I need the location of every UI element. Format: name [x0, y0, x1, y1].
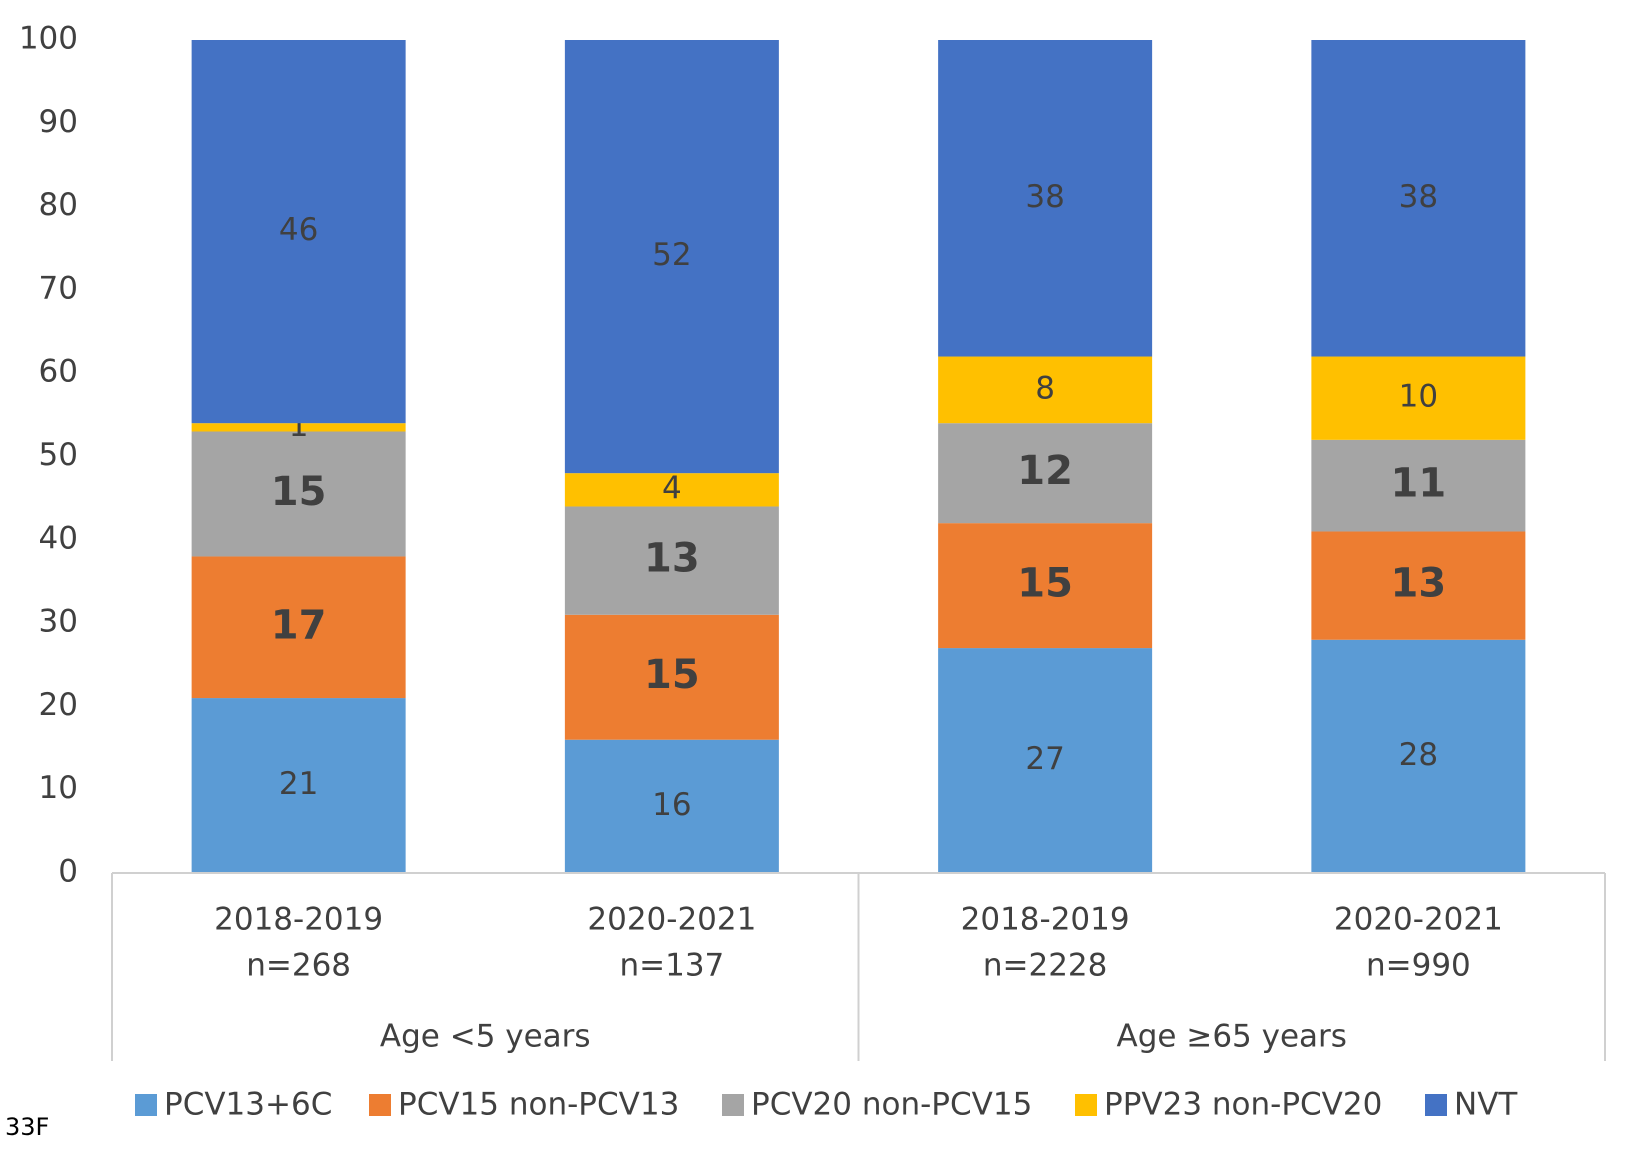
data-label: 27 [1025, 741, 1064, 777]
bar-segment [1311, 531, 1526, 640]
legend-swatch [1075, 1094, 1097, 1116]
bar-segment [1311, 639, 1526, 873]
bar-segment [938, 423, 1153, 524]
data-label: 8 [1035, 370, 1055, 406]
legend-label: NVT [1454, 1087, 1518, 1123]
legend-label: PCV20 non-PCV15 [751, 1087, 1032, 1123]
bar-segment [191, 431, 406, 557]
bar-segment [938, 356, 1153, 424]
x-tick-label: n=990 [1366, 948, 1471, 984]
data-label: 13 [644, 536, 700, 582]
data-label: 15 [1017, 561, 1073, 607]
legend-label: PPV23 non-PCV20 [1104, 1087, 1382, 1123]
group-label: Age <5 years [380, 1019, 591, 1055]
x-tick-label: 2020-2021 [1334, 902, 1503, 938]
data-label: 17 [271, 602, 327, 648]
x-tick-label: n=2228 [983, 948, 1108, 984]
data-label: 38 [1399, 179, 1438, 215]
y-tick-label: 30 [39, 604, 78, 640]
x-tick-label: 2018-2019 [214, 902, 383, 938]
bar-segment [1311, 356, 1526, 440]
x-tick-label: 2018-2019 [961, 902, 1130, 938]
data-label: 15 [271, 469, 327, 515]
bar-segment [564, 739, 779, 873]
legend-swatch [1425, 1094, 1447, 1116]
bar-segment [938, 648, 1153, 873]
y-tick-label: 10 [39, 770, 78, 806]
bar-segment [938, 523, 1153, 649]
legend-label: PCV15 non-PCV13 [398, 1087, 679, 1123]
bar-segment [564, 614, 779, 740]
bar-segment [1311, 439, 1526, 532]
y-tick-label: 60 [39, 354, 78, 390]
bar-segment [564, 473, 779, 507]
legend-label: PCV13+6C [164, 1087, 332, 1123]
legend-swatch [369, 1094, 391, 1116]
bar-segment [1311, 40, 1526, 357]
y-tick-label: 40 [39, 520, 78, 556]
bar-segment [191, 556, 406, 699]
data-label: 28 [1399, 737, 1438, 773]
group-label: Age ≥65 years [1117, 1019, 1347, 1055]
bar-segment [191, 40, 406, 424]
data-label: 38 [1025, 179, 1064, 215]
legend-swatch [135, 1094, 157, 1116]
bar-segment [191, 698, 406, 873]
y-tick-label: 20 [39, 687, 78, 723]
bar-segment [191, 423, 406, 432]
data-label: 10 [1399, 379, 1438, 415]
data-label: 46 [279, 212, 318, 248]
y-tick-label: 70 [39, 270, 78, 306]
y-tick-label: 100 [19, 21, 78, 57]
data-label: 21 [279, 766, 318, 802]
y-tick-label: 0 [58, 854, 78, 890]
x-tick-label: n=268 [246, 948, 351, 984]
legend-swatch [722, 1094, 744, 1116]
bar-segment [564, 506, 779, 615]
data-label: 16 [652, 787, 691, 823]
bar-segment [938, 40, 1153, 357]
x-tick-label: 2020-2021 [587, 902, 756, 938]
data-label: 15 [644, 652, 700, 698]
bar-segment [564, 40, 779, 474]
data-label: 12 [1017, 448, 1073, 494]
y-tick-label: 90 [39, 104, 78, 140]
data-label: 4 [662, 470, 682, 506]
footnote: 33F [5, 1113, 49, 1141]
data-label: 13 [1391, 561, 1447, 607]
x-tick-label: n=137 [619, 948, 724, 984]
y-tick-label: 50 [39, 437, 78, 473]
data-label: 11 [1391, 461, 1447, 507]
y-tick-label: 80 [39, 187, 78, 223]
data-label: 52 [652, 237, 691, 273]
